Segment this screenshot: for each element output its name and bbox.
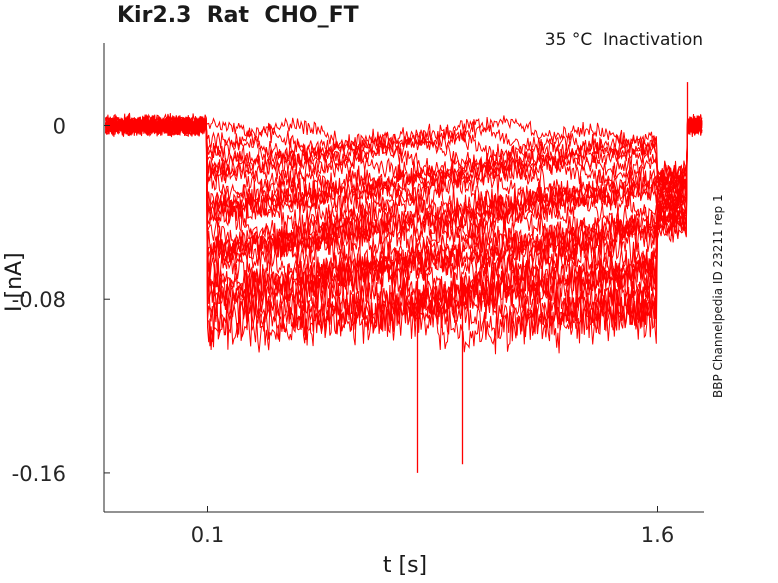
- chart-subtitle: 35 °C Inactivation: [544, 30, 703, 50]
- current-trace-18: [105, 116, 702, 277]
- source-note: BBP Channelpedia ID 23211 rep 1: [708, 158, 728, 398]
- current-trace-27: [105, 113, 703, 340]
- source-note-text: BBP Channelpedia ID 23211 rep 1: [711, 194, 725, 398]
- x-tick-label-2: 1.6: [641, 523, 674, 547]
- current-trace-4: [105, 117, 703, 190]
- current-trace-7: [105, 112, 703, 200]
- axes-group: 0-0.08-0.160.1 1.6: [12, 43, 704, 547]
- current-trace-16: [105, 113, 703, 265]
- current-trace-21: [105, 113, 703, 297]
- current-trace-26: [105, 117, 703, 332]
- current-trace-11: [105, 117, 703, 225]
- current-trace-10: [105, 115, 703, 217]
- current-trace-2: [105, 115, 703, 185]
- current-trace-29: [105, 115, 703, 355]
- current-trace-23: [105, 115, 703, 310]
- y-tick-label-3: -0.16: [12, 462, 66, 486]
- current-trace-3: [105, 115, 703, 185]
- y-tick-label-1: 0: [53, 115, 66, 139]
- x-axis-label: t [s]: [382, 553, 428, 578]
- current-trace-5: [105, 115, 703, 189]
- current-trace-30: [105, 114, 703, 354]
- current-trace-14: [105, 115, 702, 244]
- current-trace-12: [105, 116, 702, 235]
- current-trace-15: [105, 116, 703, 255]
- y-axis-label-text: I [nA]: [2, 252, 27, 312]
- x-tick-label-1: 0.1: [191, 523, 224, 547]
- current-trace-8: [105, 113, 703, 209]
- current-trace-22: [105, 113, 703, 308]
- current-trace-25: [105, 113, 703, 322]
- current-trace-20: [105, 113, 703, 291]
- current-trace-13: [105, 115, 703, 241]
- current-trace-9: [105, 114, 703, 213]
- chart-title: Kir2.3 Rat CHO_FT: [117, 3, 359, 28]
- current-trace-17: [105, 115, 702, 266]
- current-trace-1: [105, 115, 703, 183]
- y-axis-label: I [nA]: [0, 240, 34, 320]
- current-trace-19: [105, 114, 703, 280]
- current-trace-24: [105, 113, 703, 316]
- trace-group: [105, 82, 703, 473]
- current-trace-28: [105, 115, 703, 347]
- current-trace-6: [105, 115, 703, 193]
